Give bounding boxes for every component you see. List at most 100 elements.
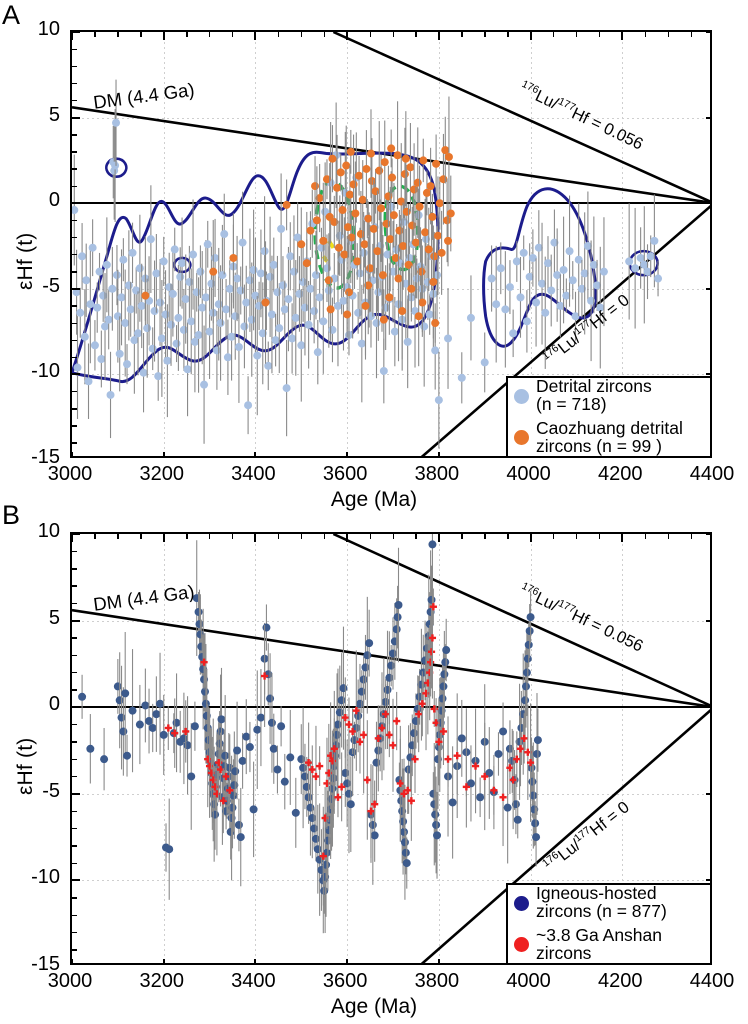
data-point-marker: [522, 668, 531, 677]
data-point-marker: [562, 291, 571, 300]
contour-path: [383, 184, 420, 272]
data-point-marker: [312, 216, 321, 225]
data-point-marker: [387, 202, 396, 211]
x-axis-minor-tick: [117, 962, 119, 963]
x-axis-tick: [437, 452, 440, 456]
data-point-marker: [211, 810, 220, 819]
x-axis-tick: [437, 534, 440, 542]
x-axis-minor-tick: [553, 32, 555, 37]
y-axis-minor-tick: [709, 637, 710, 639]
x-axis-minor-tick: [277, 455, 280, 456]
y-axis-tick-label: -15: [31, 953, 60, 975]
data-point-marker: [93, 303, 102, 312]
x-axis-minor-tick: [232, 534, 234, 539]
y-axis-tick: [706, 287, 710, 290]
y-axis-minor-tick: [72, 219, 77, 222]
data-point-marker: [165, 845, 174, 854]
y-axis-minor-tick: [72, 810, 77, 812]
data-point-marker: [355, 171, 364, 180]
data-point-marker: [543, 259, 552, 268]
x-axis-tick-label: 3000: [47, 463, 93, 485]
data-point-marker: [124, 281, 133, 290]
legend-item-label: ~3.8 Ga Anshan zircons: [536, 925, 663, 963]
data-point-marker: [322, 175, 331, 184]
data-point-marker: [251, 291, 260, 300]
y-axis-minor-tick: [709, 758, 710, 761]
data-point-marker: [337, 696, 346, 705]
data-point-marker: [233, 746, 242, 755]
data-point-marker: [395, 226, 404, 235]
x-axis-minor-tick: [484, 455, 486, 456]
chur-zero-line: [72, 706, 710, 709]
data-point-marker: [411, 238, 420, 247]
reference-line: [420, 204, 710, 456]
data-point-marker: [123, 360, 132, 369]
legend-marker-icon: [514, 895, 529, 911]
data-point-marker: [547, 286, 556, 295]
y-axis-tick: [706, 534, 710, 535]
data-point-marker: [119, 727, 128, 736]
data-point-marker: [201, 699, 210, 708]
data-point-marker: [317, 243, 326, 252]
data-point-marker: [326, 305, 335, 314]
data-point-marker: [139, 368, 148, 377]
x-axis-minor-tick: [277, 534, 280, 539]
data-point-marker: [310, 307, 319, 316]
x-axis-minor-tick: [186, 962, 188, 963]
data-point-marker: [406, 163, 415, 172]
y-axis-minor-tick: [709, 775, 710, 778]
data-point-marker: [650, 236, 659, 245]
data-point-marker: [516, 293, 525, 302]
data-point-marker: [288, 334, 297, 343]
y-axis-tick: [72, 619, 80, 622]
data-point-marker: [383, 685, 392, 694]
data-point-marker: [379, 366, 388, 375]
data-point-marker: [84, 377, 93, 386]
data-point-marker: [387, 144, 396, 153]
x-axis-minor-tick: [94, 962, 96, 963]
data-point-marker: [366, 149, 375, 158]
x-axis-minor-tick: [369, 32, 371, 37]
data-point-marker: [443, 216, 452, 225]
data-point-marker: [441, 146, 450, 155]
y-axis-minor-tick: [72, 897, 77, 899]
data-point-marker: [194, 607, 203, 616]
data-point-marker: [414, 312, 423, 321]
data-point-marker: [402, 859, 411, 868]
data-point-marker: [499, 727, 508, 736]
x-axis-minor-tick: [415, 534, 417, 539]
y-axis-minor-tick: [709, 810, 710, 812]
data-point-marker: [364, 214, 373, 223]
data-point-marker: [388, 173, 397, 182]
data-point-marker: [444, 152, 453, 161]
data-point-marker: [299, 277, 308, 286]
x-axis-minor-tick: [186, 32, 188, 37]
x-axis-tick: [529, 534, 532, 542]
data-point-marker: [240, 322, 249, 331]
data-point-marker: [256, 713, 265, 722]
data-point-marker: [271, 336, 280, 345]
data-point-marker: [132, 286, 141, 295]
reference-line: [420, 708, 710, 963]
x-axis-minor-tick: [575, 32, 578, 37]
data-point-marker: [385, 293, 394, 302]
y-axis-minor-tick: [709, 741, 710, 743]
x-axis-minor-tick: [140, 962, 142, 963]
y-axis-minor-tick: [709, 65, 710, 68]
y-axis-tick-label: 10: [37, 18, 60, 40]
data-point-marker: [414, 211, 423, 220]
x-axis-minor-tick: [209, 534, 211, 539]
y-axis-minor-tick: [72, 775, 77, 778]
y-axis-tick: [706, 32, 710, 33]
y-axis-minor-tick: [709, 82, 710, 85]
data-point-marker: [100, 755, 109, 764]
y-axis-tick: [706, 879, 710, 882]
data-point-marker: [480, 358, 489, 367]
data-point-marker: [310, 824, 319, 833]
data-point-marker: [424, 245, 433, 254]
data-point-marker: [315, 194, 324, 203]
data-point-marker: [373, 247, 382, 256]
data-point-marker: [135, 264, 144, 273]
x-axis-tick: [162, 534, 165, 542]
y-axis-minor-tick: [709, 356, 710, 359]
